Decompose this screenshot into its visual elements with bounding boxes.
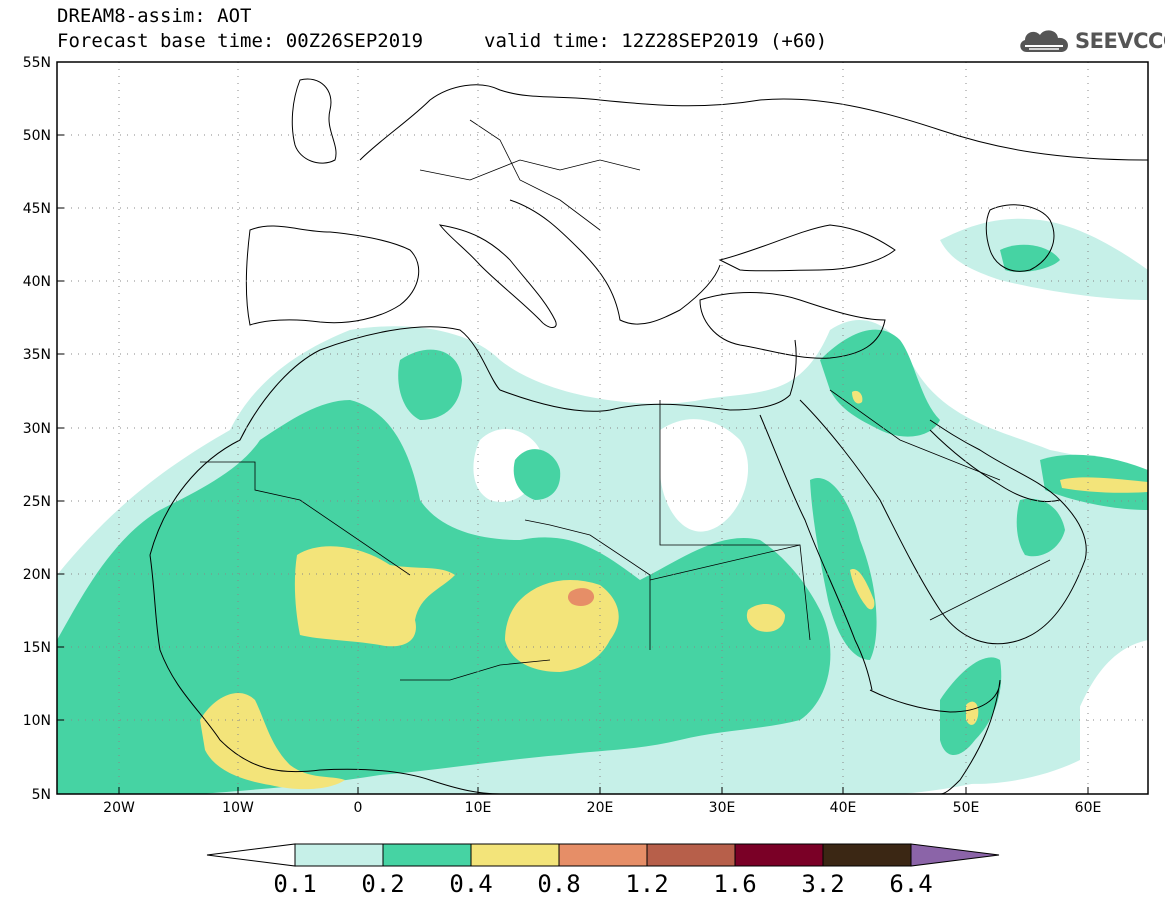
coastline-arabia	[799, 399, 1087, 645]
coastline-balkans	[509, 199, 721, 325]
border-yemen	[929, 559, 1051, 621]
coastline-italy	[438, 224, 557, 328]
coastlines-layer	[149, 78, 1148, 794]
border-europe-1	[419, 159, 641, 181]
coastline-north-africa	[149, 326, 797, 556]
aot-yellow-zone-guinea	[200, 692, 345, 790]
logo-text: SEEVCCC	[1075, 29, 1165, 53]
lon-label-0: 0	[354, 800, 363, 816]
colorbar-low-triangle	[206, 843, 296, 867]
coastline-britain	[291, 78, 337, 164]
lon-label-30e: 30E	[709, 800, 736, 816]
colorbar-label: 0.1	[273, 870, 317, 898]
map-title: DREAM8-assim: AOT	[57, 5, 252, 27]
aot-orange-zone-tibesti	[567, 588, 595, 606]
forecast-base-time: Forecast base time: 00Z26SEP2019	[57, 30, 424, 52]
lat-label-50n: 50N	[23, 128, 51, 144]
lat-label-55n: 55N	[23, 55, 51, 71]
coastline-caspian	[985, 204, 1055, 272]
coastline-europe-north	[359, 84, 1148, 161]
border-sudan	[649, 544, 811, 641]
gridlines	[57, 62, 1148, 794]
aot-yellow-zone-iraq	[852, 390, 863, 404]
aot-teal-zone-iraq	[820, 329, 940, 437]
coastline-iberia	[245, 225, 420, 326]
colorbar-high-triangle	[910, 843, 1000, 867]
coastline-black-sea	[718, 224, 896, 272]
lat-label-5n: 5N	[32, 787, 51, 803]
tick-marks	[57, 61, 1089, 795]
aot-yellow-zone-eritrea	[850, 569, 875, 610]
colorbar-label: 3.2	[801, 870, 845, 898]
border-europe-2	[469, 119, 601, 231]
border-saudi	[829, 389, 1001, 481]
lon-label-10e: 10E	[465, 800, 492, 816]
lon-label-60e: 60E	[1075, 800, 1102, 816]
colorbar-label: 0.2	[361, 870, 405, 898]
border-niger-nigeria	[400, 659, 551, 681]
lat-label-30n: 30N	[23, 421, 51, 437]
aot-fill-layer	[57, 218, 1148, 794]
aot-yellow-zone-somalia	[966, 701, 979, 725]
lon-label-10w: 10W	[222, 800, 254, 816]
border-algeria-mali	[200, 461, 411, 576]
valid-time: valid time: 12Z28SEP2019 (+60)	[484, 30, 828, 52]
seevccc-logo: SEEVCCC	[1017, 22, 1165, 58]
colorbar	[206, 843, 1000, 867]
lon-label-20e: 20E	[587, 800, 614, 816]
lon-label-40e: 40E	[830, 800, 857, 816]
borders-layer	[200, 119, 1051, 681]
coastline-anatolia	[699, 292, 886, 359]
aot-map: 55N 50N 45N 40N 35N 30N 25N 20N 15N 10N …	[23, 55, 1149, 816]
coastline-persian-gulf	[929, 429, 1061, 503]
colorbar-swatch	[294, 843, 384, 867]
aot-yellow-zone-mali	[294, 546, 455, 647]
coastline-west-africa	[149, 554, 501, 794]
colorbar-label: 6.4	[889, 870, 933, 898]
lon-label-50e: 50E	[953, 800, 980, 816]
aot-teal-zone-africa	[57, 400, 831, 794]
border-libya-egypt	[659, 400, 800, 546]
lat-label-25n: 25N	[23, 494, 51, 510]
colorbar-swatch	[646, 843, 736, 867]
aot-yellow-zone-sudan	[746, 603, 785, 632]
coastline-horn	[869, 679, 1001, 794]
aot-teal-zone-ethiopia	[810, 478, 877, 660]
lat-label-10n: 10N	[23, 713, 51, 729]
lat-label-45n: 45N	[23, 201, 51, 217]
border-chad	[524, 519, 651, 650]
colorbar-label: 0.4	[449, 870, 493, 898]
colorbar-swatch	[734, 843, 824, 867]
lon-label-20w: 20W	[103, 800, 135, 816]
aot-teal-zone-libya	[513, 449, 561, 500]
aot-teal-zone-arabia	[1016, 498, 1065, 557]
lat-label-35n: 35N	[23, 347, 51, 363]
lat-label-20n: 20N	[23, 567, 51, 583]
colorbar-label: 1.6	[713, 870, 757, 898]
lat-label-15n: 15N	[23, 640, 51, 656]
colorbar-swatch	[558, 843, 648, 867]
lat-label-40n: 40N	[23, 274, 51, 290]
colorbar-label: 1.2	[625, 870, 669, 898]
colorbar-swatch	[470, 843, 560, 867]
colorbar-label: 0.8	[537, 870, 581, 898]
colorbar-swatch	[382, 843, 472, 867]
cloud-icon	[1020, 30, 1068, 52]
aot-clear-gap-egypt	[660, 419, 749, 532]
aot-teal-zone-caspian	[1000, 244, 1060, 272]
colorbar-swatch	[822, 843, 912, 867]
aot-yellow-zone-gulf	[1060, 477, 1148, 493]
aot-teal-zone-atlas	[398, 349, 462, 420]
coastline-red-sea	[759, 414, 873, 691]
